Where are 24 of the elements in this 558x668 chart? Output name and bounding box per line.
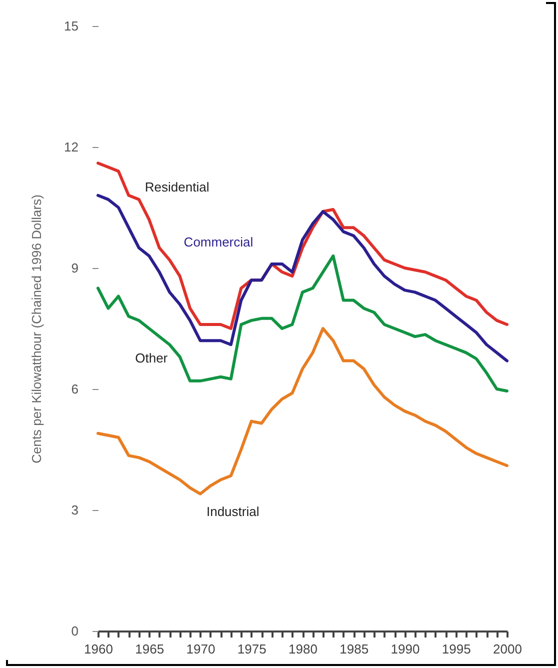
- y-tick-label: 3: [71, 502, 78, 518]
- x-tick-label: 2000: [493, 642, 522, 656]
- y-tick-label: 9: [71, 260, 78, 276]
- x-tick-label: 1960: [84, 642, 113, 656]
- y-tick-label: 15: [64, 18, 78, 34]
- series-label: Other: [135, 350, 168, 366]
- line-series: [96, 162, 508, 330]
- x-tick-label: 1975: [237, 642, 266, 656]
- x-tick-label: 1970: [186, 642, 216, 656]
- y-axis-title: Cents per Kilowatthour (Chained 1996 Dollars): [29, 194, 44, 464]
- y-tick-label: 12: [64, 140, 78, 154]
- line-series: [96, 194, 508, 362]
- x-tick-label: 1990: [390, 642, 420, 656]
- series-label: Industrial: [206, 504, 260, 519]
- series-label: Commercial: [184, 234, 254, 250]
- line-series: [96, 327, 508, 496]
- series-label: Residential: [144, 179, 210, 194]
- line-series: [96, 254, 508, 393]
- x-tick-label: 1995: [442, 642, 471, 656]
- x-tick-label: 1980: [288, 642, 318, 656]
- y-tick-label: 6: [71, 382, 78, 396]
- x-tick-label: 1965: [135, 642, 164, 656]
- y-tick-label: 0: [71, 624, 78, 638]
- x-tick-label: 1985: [340, 642, 369, 656]
